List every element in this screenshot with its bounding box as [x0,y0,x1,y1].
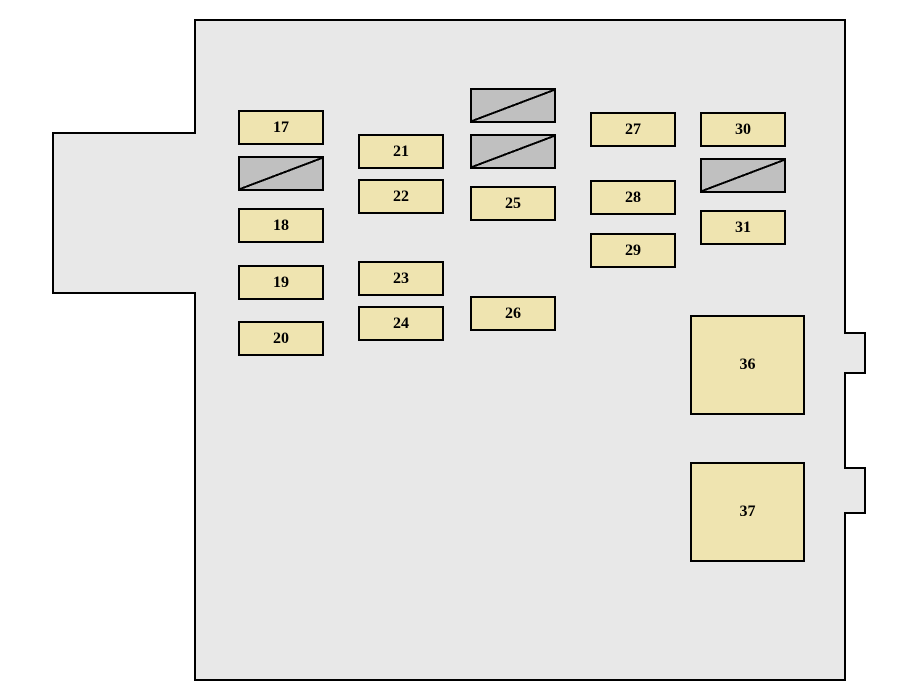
fuse-slot-31: 31 [700,210,786,245]
fuse-slot-blank [470,88,556,123]
fuse-label: 27 [625,121,641,139]
fuse-slot-36: 36 [690,315,805,415]
fuse-label: 37 [740,503,756,521]
fuse-label: 25 [505,195,521,213]
fuse-label: 20 [273,330,289,348]
fuse-slot-28: 28 [590,180,676,215]
fuse-slot-18: 18 [238,208,324,243]
fuse-slot-26: 26 [470,296,556,331]
fuse-slot-29: 29 [590,233,676,268]
fuse-slot-37: 37 [690,462,805,562]
fuse-label: 26 [505,305,521,323]
fuse-label: 19 [273,274,289,292]
fuse-slot-21: 21 [358,134,444,169]
fuse-slot-blank [238,156,324,191]
fuse-label: 29 [625,242,641,260]
fuse-label: 30 [735,121,751,139]
fuse-slot-17: 17 [238,110,324,145]
fuse-slot-20: 20 [238,321,324,356]
fuse-slot-blank [700,158,786,193]
fuse-slot-blank [470,134,556,169]
fuse-label: 24 [393,315,409,333]
fuse-label: 17 [273,119,289,137]
fuse-slot-23: 23 [358,261,444,296]
fuse-slot-19: 19 [238,265,324,300]
fuse-label: 36 [740,356,756,374]
fuse-slot-27: 27 [590,112,676,147]
fuse-label: 31 [735,219,751,237]
fuse-slot-24: 24 [358,306,444,341]
fuse-label: 22 [393,188,409,206]
fuse-label: 21 [393,143,409,161]
fuse-label: 23 [393,270,409,288]
fuse-slot-25: 25 [470,186,556,221]
fuse-slot-22: 22 [358,179,444,214]
fuse-label: 18 [273,217,289,235]
fuse-label: 28 [625,189,641,207]
fuse-slot-30: 30 [700,112,786,147]
